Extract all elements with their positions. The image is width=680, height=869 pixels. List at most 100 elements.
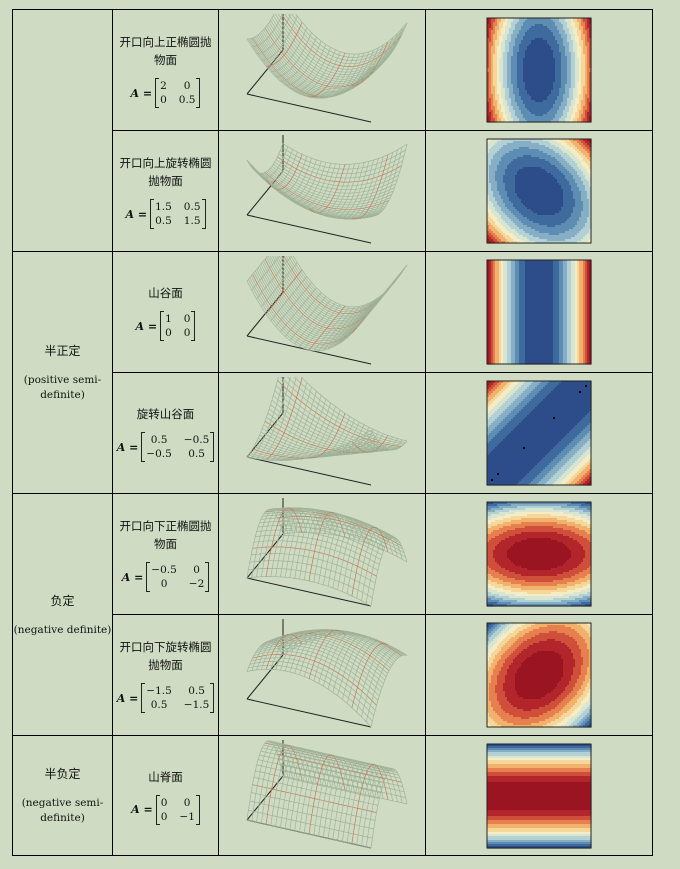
matrix-symbol: A = bbox=[130, 86, 153, 100]
surface-axes bbox=[246, 377, 372, 486]
category-label: 半负定 bbox=[44, 767, 81, 781]
surface-mesh bbox=[246, 256, 408, 352]
contour-plot-cell bbox=[425, 251, 653, 373]
matrix-block: A = 2 0 0 0.5 bbox=[113, 78, 218, 108]
surface-name: 开口向下正椭圆抛物面 bbox=[119, 519, 212, 551]
matrix-entry: −0.5 bbox=[183, 434, 210, 446]
category-english: (positive semi-definite) bbox=[23, 374, 102, 401]
surface-name: 开口向上旋转椭圆抛物面 bbox=[119, 156, 212, 188]
table-row: 开口向下旋转椭圆抛物面 A = −1.5 0.5 0.5 −1.5 bbox=[13, 614, 653, 736]
contour-frame bbox=[486, 501, 592, 607]
matrix-entry: 0 bbox=[183, 313, 191, 325]
contour-plot bbox=[486, 259, 592, 365]
description-cell: 旋转山谷面 A = 0.5 −0.5 −0.5 0.5 bbox=[112, 372, 219, 494]
contour-plot-cell bbox=[425, 9, 653, 131]
matrix-entry: 0 bbox=[193, 564, 200, 576]
table-row: 半负定 (negative semi-definite) 山脊面 A = 0 0 0 −1 bbox=[12, 735, 653, 856]
category-label: 负定 bbox=[50, 593, 75, 608]
table-row: 旋转山谷面 A = 0.5 −0.5 −0.5 0.5 bbox=[13, 372, 653, 494]
matrix-entry: 0.5 bbox=[188, 685, 205, 697]
contour-plot bbox=[486, 380, 592, 486]
surface-plot-cell bbox=[218, 9, 426, 131]
matrix-symbol: A = bbox=[131, 803, 153, 816]
surface-mesh bbox=[246, 507, 408, 607]
contour-plot-cell bbox=[425, 372, 653, 494]
description-cell: 山脊面 A = 0 0 0 −1 bbox=[112, 735, 219, 856]
category-label: 半正定 bbox=[44, 344, 81, 358]
surface-mesh bbox=[246, 377, 408, 461]
contour-plot bbox=[486, 622, 592, 728]
category-english: (negative semi-definite) bbox=[21, 797, 104, 824]
contour-plot bbox=[486, 17, 592, 123]
contour-cells bbox=[487, 743, 592, 849]
surface-plot-cell bbox=[218, 735, 426, 856]
category-english: (negative definite) bbox=[13, 623, 112, 636]
matrix: −0.5 0 0 −2 bbox=[146, 562, 210, 592]
matrix-entry: −0.5 bbox=[151, 564, 177, 576]
table-row: 半正定 (positive semi-definite) 山谷面 A = 1 0 0 0 bbox=[12, 251, 653, 494]
matrix-entry: 2 bbox=[160, 80, 167, 92]
matrix-entry: −1 bbox=[179, 810, 195, 823]
table-row: 负定 (negative definite) 开口向下正椭圆抛物面 A = −0.5 0 0… bbox=[12, 493, 653, 736]
contour-cells bbox=[487, 502, 592, 607]
matrix-entry: 0 bbox=[160, 796, 168, 809]
matrix-entry: 0.5 bbox=[183, 201, 201, 213]
contour-frame bbox=[486, 138, 592, 244]
contour-plot bbox=[486, 501, 592, 607]
matrix-entry: 0.5 bbox=[155, 215, 172, 227]
description-cell: 开口向上旋转椭圆抛物面 A = 1.5 0.5 0.5 1.5 bbox=[112, 130, 219, 252]
category-cell: 半正定 (positive semi-definite) bbox=[12, 251, 113, 494]
description-cell: 开口向下正椭圆抛物面 A = −0.5 0 0 −2 bbox=[112, 493, 219, 615]
surface-plot bbox=[246, 377, 408, 486]
contour-cells bbox=[487, 139, 592, 244]
surface-name: 开口向下旋转椭圆抛物面 bbox=[119, 640, 212, 672]
surface-mesh bbox=[246, 740, 408, 848]
matrix: 0.5 −0.5 −0.5 0.5 bbox=[141, 432, 215, 462]
matrix-entry: 0 bbox=[183, 80, 191, 92]
matrix-entry: 1.5 bbox=[183, 215, 201, 227]
surface-plot-cell bbox=[218, 614, 426, 736]
matrix: 1.5 0.5 0.5 1.5 bbox=[150, 199, 206, 229]
description-cell: 开口向上正椭圆抛物面 A = 2 0 0 0.5 bbox=[112, 9, 219, 131]
contour-frame bbox=[486, 17, 592, 123]
contour-plot-cell bbox=[425, 735, 653, 856]
matrix-symbol: A = bbox=[125, 207, 148, 221]
matrix-entry: 0 bbox=[183, 327, 191, 339]
matrix-entry: −2 bbox=[188, 578, 205, 590]
contour-cells bbox=[487, 623, 592, 728]
matrix-block: A = 0.5 −0.5 −0.5 0.5 bbox=[113, 432, 218, 462]
description-cell: 开口向下旋转椭圆抛物面 A = −1.5 0.5 0.5 −1.5 bbox=[112, 614, 219, 736]
table-row: 开口向上正椭圆抛物面 A = 2 0 0 0.5 bbox=[12, 9, 653, 252]
contour-plot bbox=[486, 138, 592, 244]
matrix-entry: 1.5 bbox=[155, 201, 172, 213]
surface-plot bbox=[246, 498, 408, 607]
matrix-symbol: A = bbox=[116, 691, 139, 705]
surface-name: 山谷面 bbox=[148, 286, 183, 300]
surface-plot bbox=[246, 14, 408, 123]
matrix-symbol: A = bbox=[121, 570, 144, 584]
matrix: 0 0 0 −1 bbox=[155, 794, 201, 825]
surface-name: 山脊面 bbox=[148, 769, 183, 784]
description-cell: 山谷面 A = 1 0 0 0 bbox=[112, 251, 219, 373]
category-cell: 半负定 (negative semi-definite) bbox=[12, 735, 113, 856]
contour-frame bbox=[486, 622, 592, 728]
matrix-entry: −1.5 bbox=[183, 699, 210, 711]
matrix-block: A = −0.5 0 0 −2 bbox=[113, 562, 218, 592]
surface-mesh bbox=[246, 629, 408, 728]
matrix-block: A = 1.5 0.5 0.5 1.5 bbox=[113, 199, 218, 229]
matrix-entry: 0.5 bbox=[150, 434, 168, 446]
surface-plot-cell bbox=[218, 493, 426, 615]
matrix-entry: 0.5 bbox=[178, 94, 196, 106]
contour-cells bbox=[487, 381, 592, 486]
matrix-entry: 1 bbox=[165, 313, 172, 325]
surface-name: 开口向上正椭圆抛物面 bbox=[119, 35, 212, 67]
surface-mesh bbox=[246, 14, 408, 99]
contour-plot bbox=[486, 743, 592, 849]
matrix-block: A = −1.5 0.5 0.5 −1.5 bbox=[113, 683, 218, 713]
category-cell: 负定 (negative definite) bbox=[12, 493, 113, 736]
matrix-entry: −0.5 bbox=[146, 448, 172, 460]
surface-plot bbox=[246, 256, 408, 365]
surface-plot-cell bbox=[218, 130, 426, 252]
quadratic-form-table: 开口向上正椭圆抛物面 A = 2 0 0 0.5 开口向上旋转椭圆抛物面 A = 1.5 0.5 0… bbox=[12, 9, 653, 856]
